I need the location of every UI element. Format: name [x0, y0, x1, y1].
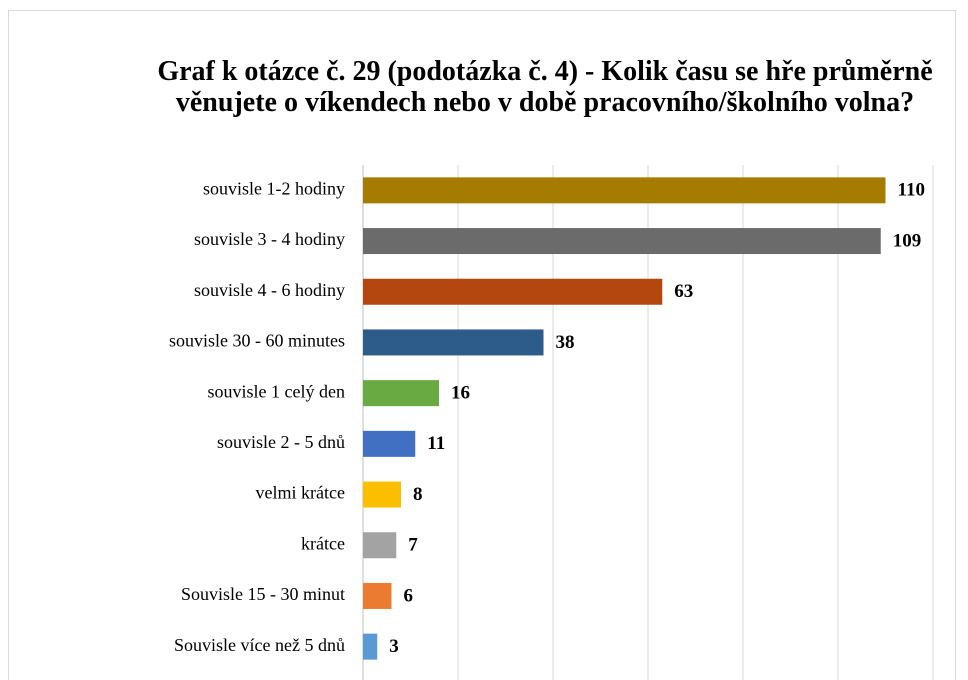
bar — [363, 228, 881, 255]
data-label: 16 — [451, 383, 470, 404]
bar — [363, 177, 886, 204]
y-tick-label: Souvisle 15 - 30 minut — [181, 584, 345, 604]
chart-title: Graf k otázce č. 29 (podotázka č. 4) - K… — [157, 56, 933, 118]
data-label: 7 — [408, 535, 418, 556]
bar — [363, 582, 392, 609]
data-label: 109 — [893, 230, 922, 251]
bar — [363, 532, 397, 559]
data-label: 110 — [898, 180, 925, 201]
y-tick-label: Souvisle více než 5 dnů — [174, 635, 345, 655]
data-label: 3 — [389, 636, 399, 657]
data-label: 6 — [404, 585, 414, 606]
y-tick-label: souvisle 30 - 60 minutes — [169, 331, 345, 351]
y-tick-label: souvisle 3 - 4 hodiny — [194, 229, 345, 249]
y-tick-label: souvisle 4 - 6 hodiny — [194, 280, 345, 300]
bar — [363, 380, 439, 407]
data-label: 63 — [674, 281, 693, 302]
bar — [363, 329, 544, 356]
y-tick-label: krátce — [301, 533, 345, 553]
y-tick-label: souvisle 2 - 5 dnů — [217, 432, 345, 452]
data-label: 38 — [556, 332, 575, 353]
y-tick-label: souvisle 1-2 hodiny — [203, 178, 345, 198]
y-tick-label: velmi krátce — [256, 483, 345, 503]
data-label: 11 — [427, 433, 445, 454]
data-label: 8 — [413, 484, 423, 505]
bar — [363, 481, 401, 508]
y-tick-label: souvisle 1 celý den — [208, 381, 345, 401]
bar — [363, 430, 416, 457]
bar — [363, 278, 663, 305]
bar — [363, 633, 378, 660]
